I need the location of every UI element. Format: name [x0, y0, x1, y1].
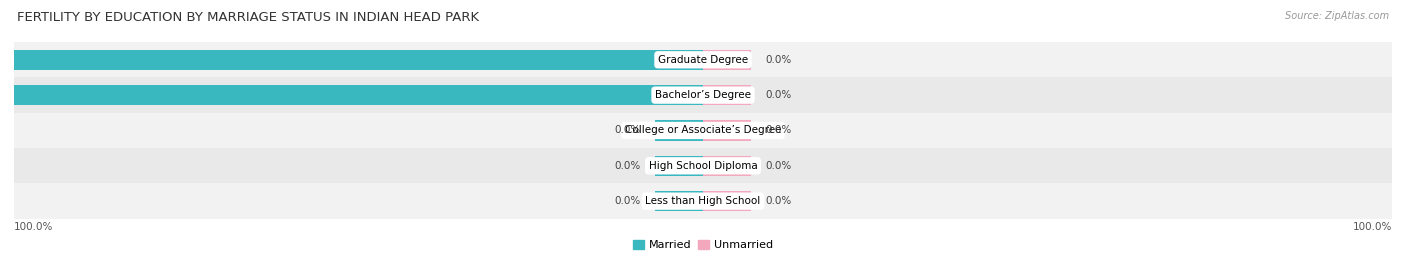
Bar [703, 191, 751, 211]
Text: Less than High School: Less than High School [645, 196, 761, 206]
Text: 0.0%: 0.0% [765, 55, 792, 65]
Text: 0.0%: 0.0% [614, 161, 641, 171]
Text: College or Associate’s Degree: College or Associate’s Degree [624, 125, 782, 136]
Bar [703, 85, 751, 105]
Text: 100.0%: 100.0% [14, 222, 53, 232]
Bar [703, 120, 751, 141]
Text: 0.0%: 0.0% [765, 125, 792, 136]
Bar [14, 49, 703, 70]
Text: 0.0%: 0.0% [765, 161, 792, 171]
Bar [703, 49, 751, 70]
Text: 0.0%: 0.0% [614, 196, 641, 206]
Legend: Married, Unmarried: Married, Unmarried [628, 235, 778, 255]
Text: 0.0%: 0.0% [765, 196, 792, 206]
Bar [14, 183, 1392, 219]
Bar [14, 42, 1392, 77]
Bar [14, 85, 703, 105]
Text: Graduate Degree: Graduate Degree [658, 55, 748, 65]
Bar [14, 148, 1392, 183]
Bar [14, 113, 1392, 148]
Bar [655, 120, 703, 141]
Text: Bachelor’s Degree: Bachelor’s Degree [655, 90, 751, 100]
Text: 0.0%: 0.0% [614, 125, 641, 136]
Text: 0.0%: 0.0% [765, 90, 792, 100]
Bar [14, 77, 1392, 113]
Bar [655, 155, 703, 176]
Text: 100.0%: 100.0% [1353, 222, 1392, 232]
Bar [703, 155, 751, 176]
Bar [655, 191, 703, 211]
Text: Source: ZipAtlas.com: Source: ZipAtlas.com [1285, 11, 1389, 21]
Text: FERTILITY BY EDUCATION BY MARRIAGE STATUS IN INDIAN HEAD PARK: FERTILITY BY EDUCATION BY MARRIAGE STATU… [17, 11, 479, 24]
Text: High School Diploma: High School Diploma [648, 161, 758, 171]
